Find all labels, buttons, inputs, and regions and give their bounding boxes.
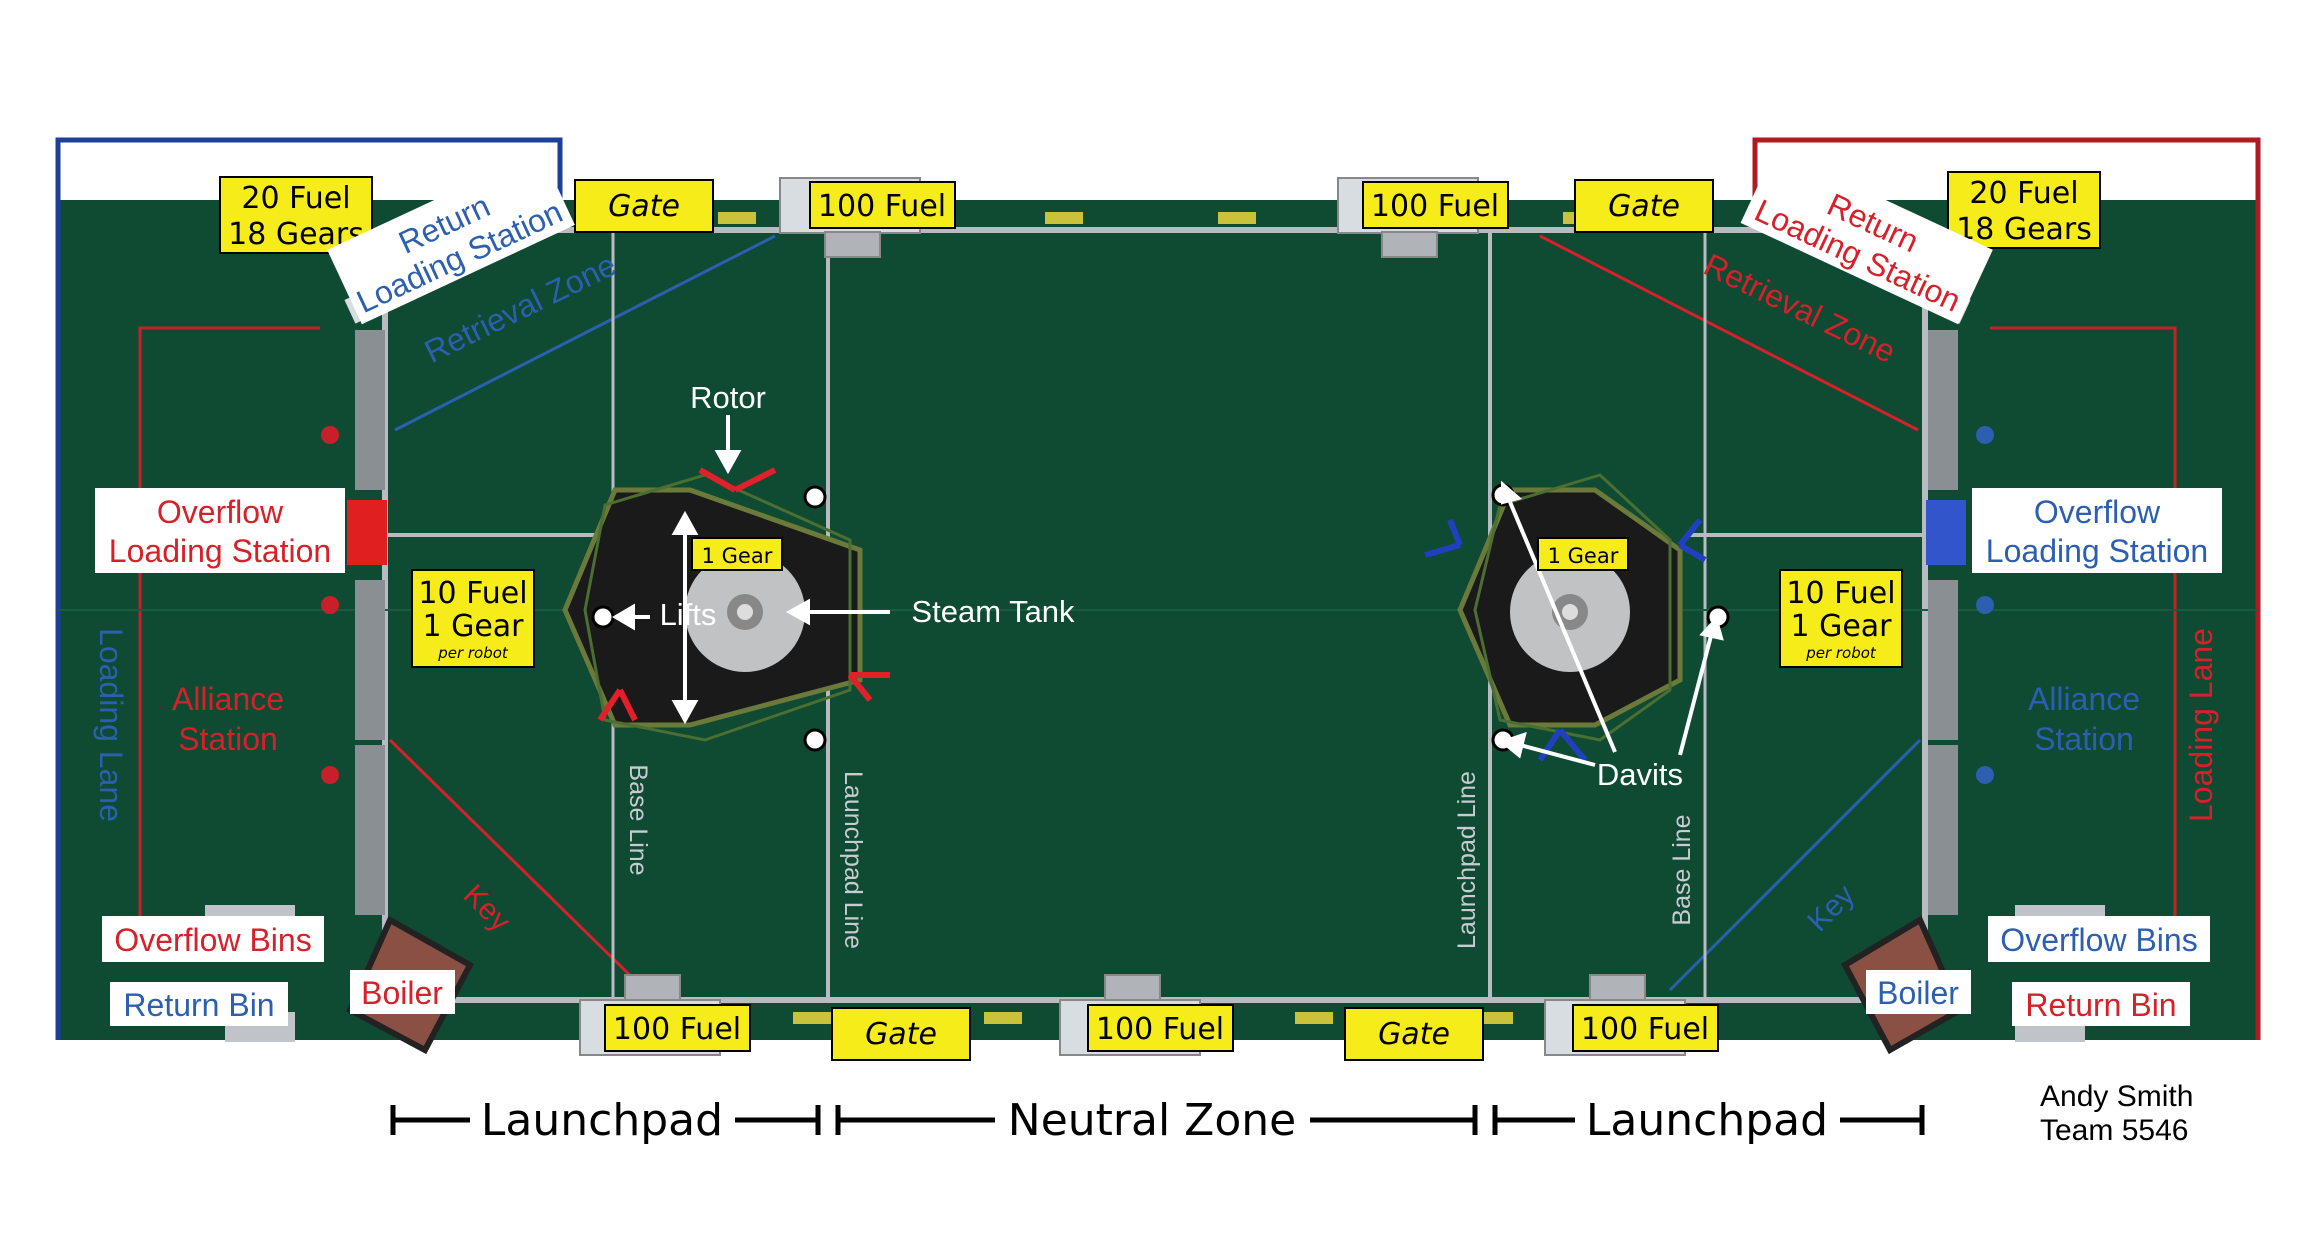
- zone-launchpad-left: Launchpad: [481, 1095, 723, 1146]
- gate-label-bottom-left: Gate: [831, 1007, 971, 1061]
- fuel-100-top-right: 100 Fuel: [1362, 181, 1509, 229]
- svg-text:per robot: per robot: [437, 644, 509, 662]
- field-top-strip: [58, 140, 2258, 200]
- one-gear-left-label: 1 Gear: [691, 537, 783, 571]
- svg-text:Gate: Gate: [608, 189, 680, 224]
- alliance-station-left-line2: Station: [178, 721, 278, 757]
- fuel-100-bottom-left: 100 Fuel: [604, 1004, 751, 1052]
- steam-tank-arrow: [785, 598, 890, 626]
- boiler-right-label: Boiler: [1866, 970, 1971, 1014]
- steam-tank-label: Steam Tank: [911, 594, 1075, 629]
- loading-lane-left-label: Loading Lane: [93, 628, 129, 822]
- svg-text:Overflow Bins: Overflow Bins: [2000, 922, 2197, 958]
- svg-text:1 Gear: 1 Gear: [702, 544, 773, 568]
- author-name: Andy Smith: [2040, 1080, 2194, 1113]
- fuel-10-right-label: 10 Fuel 1 Gear per robot: [1779, 569, 1903, 668]
- red-alliance-outline: [1752, 137, 2261, 1040]
- blue-alliance-wall: [321, 330, 387, 915]
- svg-text:10 Fuel: 10 Fuel: [418, 576, 527, 611]
- author-credit: Andy Smith Team 5546: [2040, 1080, 2260, 1148]
- blue-alliance-outline: [55, 137, 563, 1040]
- fuel20-right-line1: 20 Fuel: [1969, 176, 2078, 211]
- svg-text:1 Gear: 1 Gear: [422, 609, 524, 644]
- gate-label-top-right: Gate: [1574, 179, 1714, 233]
- svg-text:Loading Station: Loading Station: [1986, 533, 2208, 569]
- overflow-loading-station-right-label: Overflow Loading Station: [1972, 488, 2222, 573]
- svg-text:1 Gear: 1 Gear: [1790, 609, 1892, 644]
- fuel-100-bottom-right: 100 Fuel: [1572, 1004, 1719, 1052]
- return-bin-left-label: Return Bin: [110, 982, 288, 1026]
- zone-bar: [390, 1105, 1925, 1135]
- boiler-left-label: Boiler: [350, 970, 455, 1014]
- launchpad-line-right-label: Launchpad Line: [1453, 771, 1481, 949]
- svg-text:per robot: per robot: [1805, 644, 1877, 662]
- alliance-station-right-line2: Station: [2034, 721, 2134, 757]
- retrieval-zone-line-left: [394, 234, 776, 432]
- svg-text:10 Fuel: 10 Fuel: [1786, 576, 1895, 611]
- alliance-station-right-line1: Alliance: [2028, 681, 2140, 717]
- svg-text:100 Fuel: 100 Fuel: [1096, 1012, 1224, 1047]
- svg-text:1 Gear: 1 Gear: [1548, 544, 1619, 568]
- fuel-100-bottom-center: 100 Fuel: [1087, 1004, 1234, 1052]
- fuel20-left-line1: 20 Fuel: [241, 181, 350, 216]
- fuel20-right-line2: 18 Gears: [1956, 212, 2092, 247]
- overflow-bins-left-label: Overflow Bins: [102, 916, 324, 962]
- base-line-left-label: Base Line: [624, 764, 652, 875]
- svg-text:Boiler: Boiler: [361, 975, 443, 1011]
- svg-text:100 Fuel: 100 Fuel: [1371, 189, 1499, 224]
- fuel-20-left-label: 20 Fuel 18 Gears: [219, 176, 373, 254]
- fuel-20-right-label: 20 Fuel 18 Gears: [1947, 171, 2101, 249]
- launchpad-line-left-label: Launchpad Line: [839, 771, 867, 949]
- svg-text:Loading Station: Loading Station: [109, 533, 331, 569]
- retrieval-zone-line-right: [1539, 234, 1919, 432]
- davits-label: Davits: [1597, 757, 1683, 792]
- svg-text:100 Fuel: 100 Fuel: [818, 189, 946, 224]
- gate-label-bottom-right: Gate: [1344, 1007, 1484, 1061]
- rotor-arrow: [714, 415, 742, 475]
- key-line-right: [1668, 738, 1922, 992]
- loading-lane-right-label: Loading Lane: [2183, 628, 2219, 822]
- lifts-arrows: [612, 510, 699, 725]
- svg-text:Boiler: Boiler: [1877, 975, 1959, 1011]
- svg-text:Gate: Gate: [865, 1017, 937, 1052]
- svg-text:100 Fuel: 100 Fuel: [613, 1012, 741, 1047]
- key-line-left: [388, 738, 647, 992]
- one-gear-right-label: 1 Gear: [1537, 537, 1629, 571]
- return-bin-right-label: Return Bin: [2012, 982, 2190, 1026]
- svg-text:Overflow: Overflow: [157, 494, 284, 530]
- rotor-label: Rotor: [690, 380, 766, 415]
- airship-left: [562, 467, 890, 742]
- svg-text:Gate: Gate: [1608, 189, 1680, 224]
- fuel-100-top-left: 100 Fuel: [809, 181, 956, 229]
- fuel-10-left-label: 10 Fuel 1 Gear per robot: [411, 569, 535, 668]
- svg-text:Overflow: Overflow: [2034, 494, 2161, 530]
- base-line-right-label: Base Line: [1668, 814, 1696, 925]
- overflow-loading-station-left-label: Overflow Loading Station: [95, 488, 345, 573]
- author-team: Team 5546: [2040, 1114, 2189, 1147]
- alliance-station-left-line1: Alliance: [172, 681, 284, 717]
- svg-text:Return Bin: Return Bin: [2025, 987, 2176, 1023]
- svg-text:Return Bin: Return Bin: [123, 987, 274, 1023]
- zone-launchpad-right: Launchpad: [1586, 1095, 1828, 1146]
- davits-arrows: [1498, 480, 1724, 767]
- red-alliance-wall: [1926, 330, 1994, 915]
- svg-text:Overflow Bins: Overflow Bins: [114, 922, 311, 958]
- zone-neutral: Neutral Zone: [1008, 1095, 1296, 1146]
- lifts-label: Lifts: [660, 597, 717, 632]
- svg-text:100 Fuel: 100 Fuel: [1581, 1012, 1709, 1047]
- gate-label-top-left: Gate: [574, 179, 714, 233]
- svg-text:Gate: Gate: [1378, 1017, 1450, 1052]
- overflow-bins-right-label: Overflow Bins: [1988, 916, 2210, 962]
